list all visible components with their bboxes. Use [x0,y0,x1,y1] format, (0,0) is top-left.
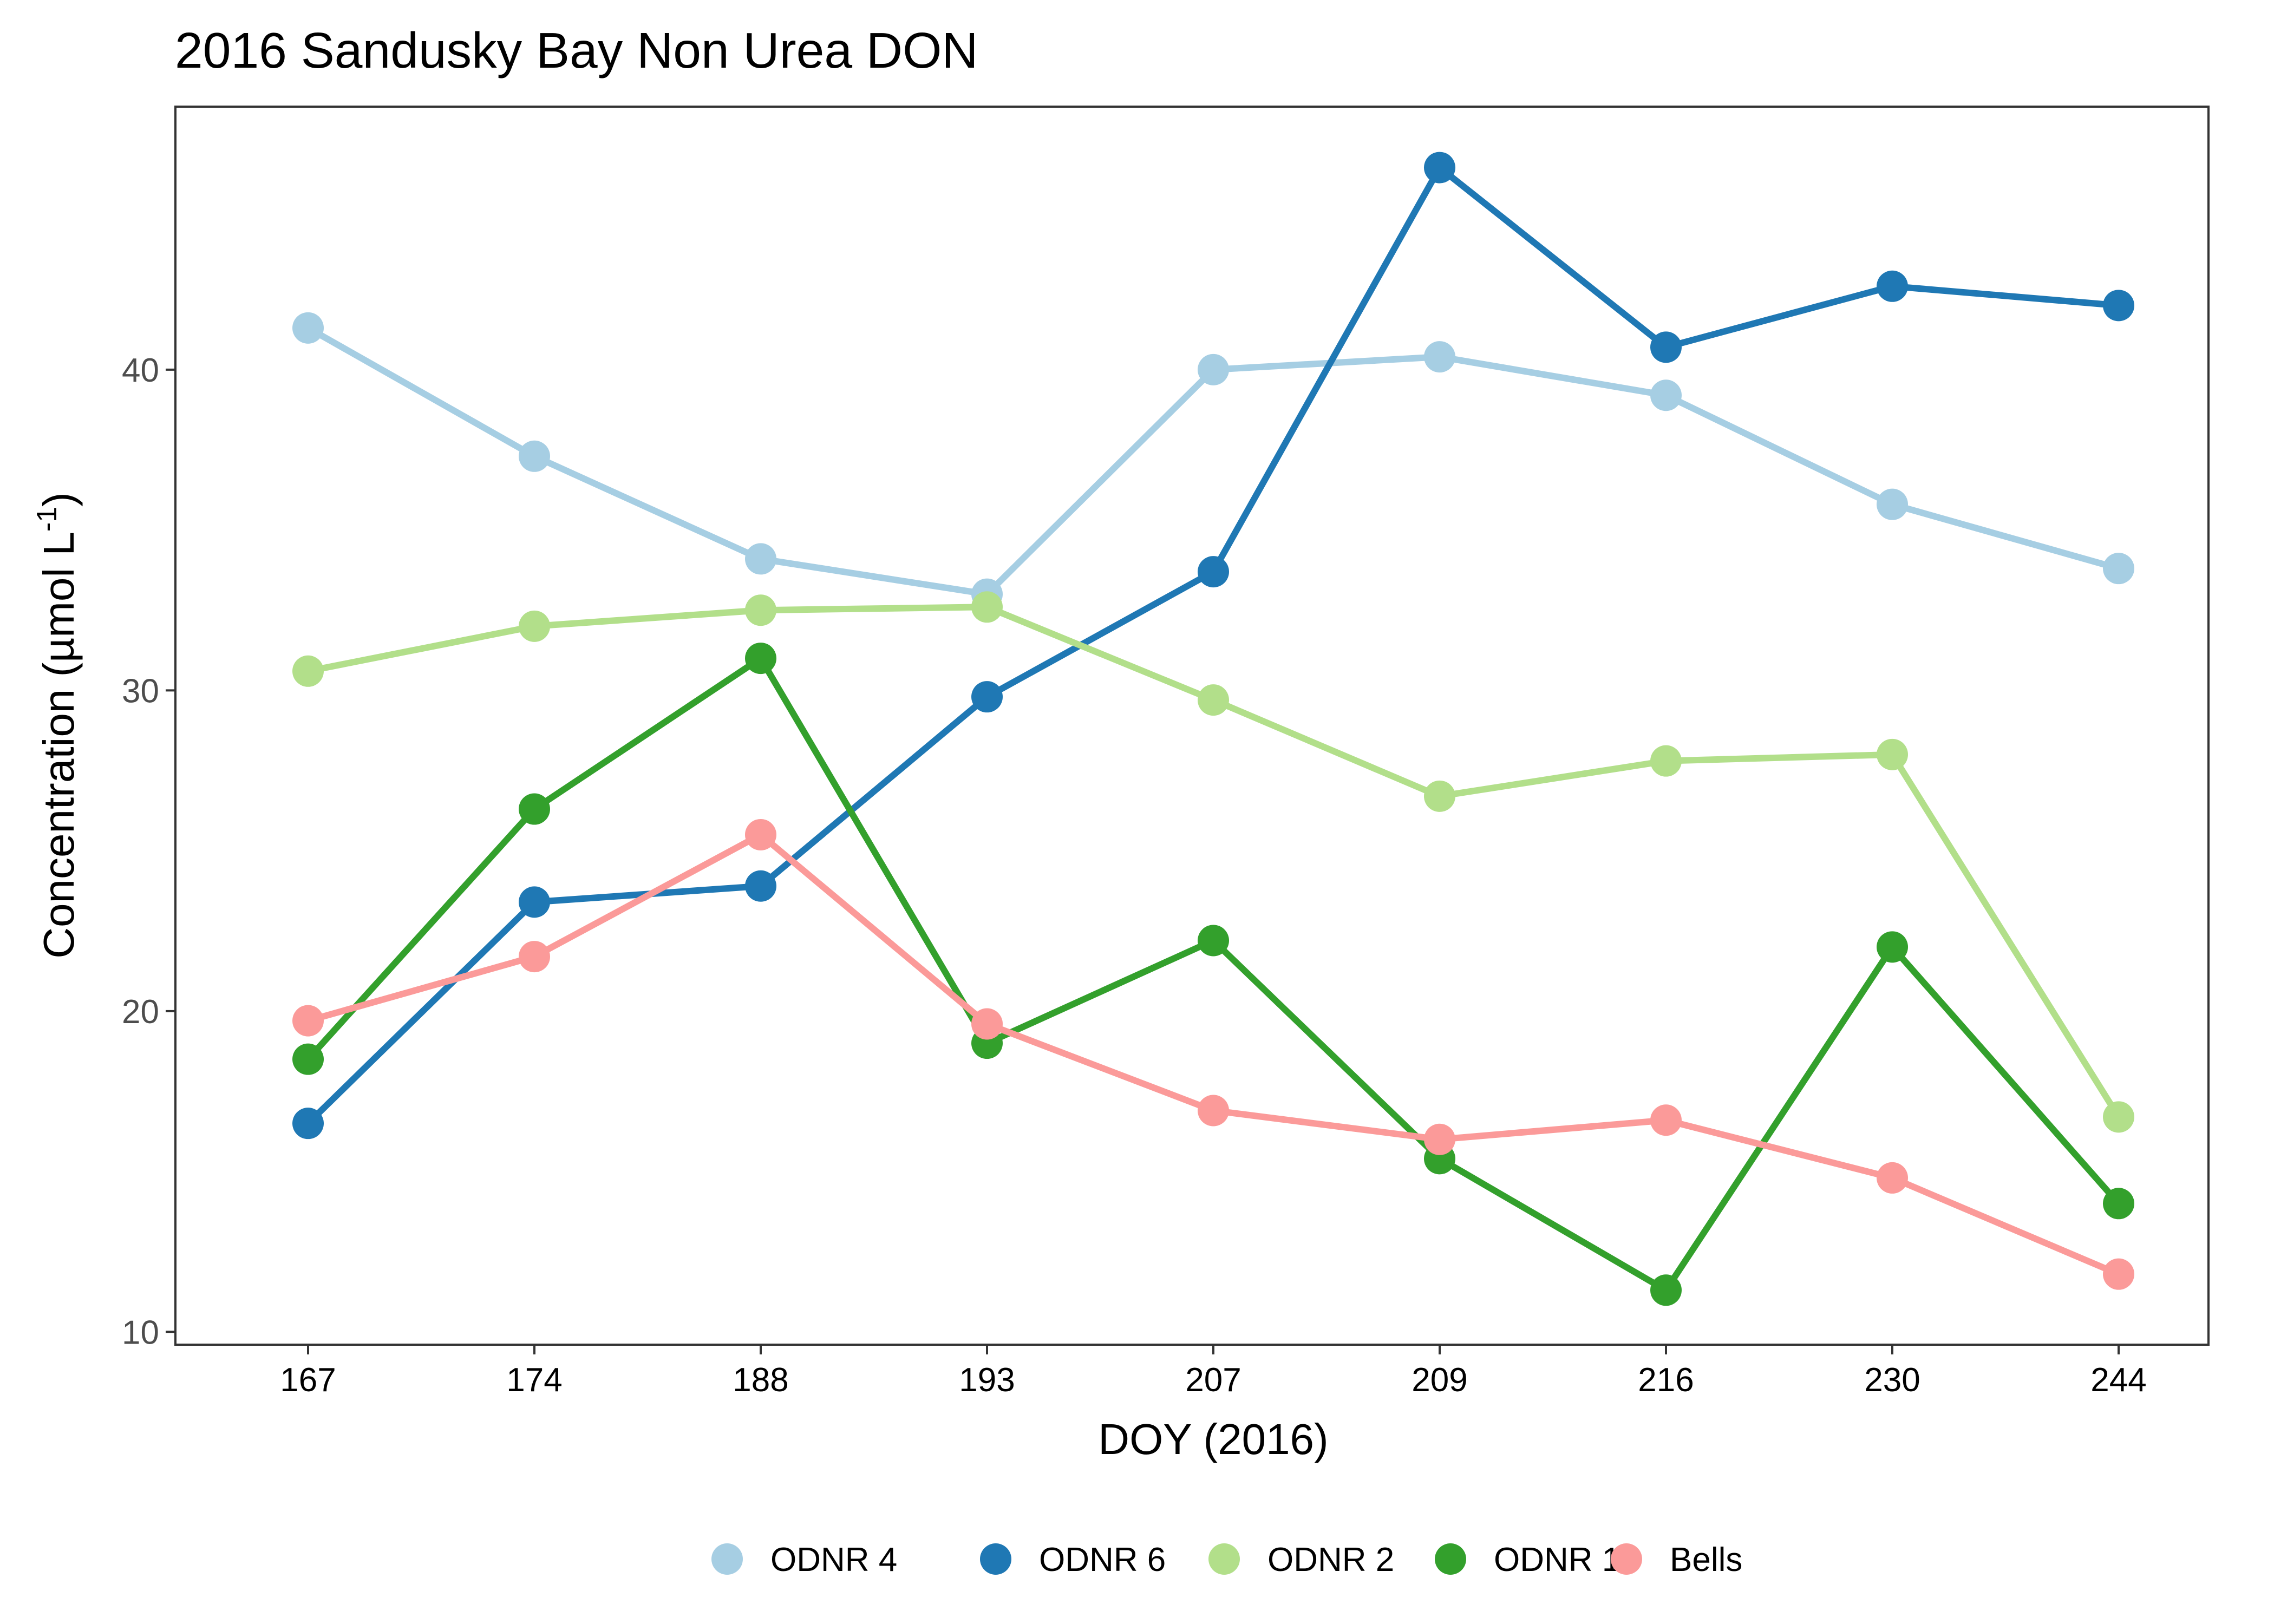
data-point [1877,738,1908,770]
data-point [292,1108,324,1140]
data-point [2103,1188,2134,1220]
x-tick-label: 230 [1864,1361,1920,1399]
data-point [1877,931,1908,963]
legend-key [1435,1543,1466,1575]
plot-panel [174,106,2210,1346]
data-point [971,1008,1003,1040]
data-point [2103,553,2134,585]
data-point [519,440,550,472]
y-tick-label: 20 [122,993,159,1031]
series-bells [292,818,2134,1290]
y-tick-label: 10 [122,1314,159,1351]
data-point [1650,1104,1682,1136]
data-point [519,941,550,973]
x-tick-label: 193 [959,1361,1015,1399]
series-odnr-6 [292,152,2134,1140]
data-point [745,543,776,575]
x-tick-label: 244 [2090,1361,2146,1399]
data-point [1198,925,1229,957]
legend-label: ODNR 2 [1267,1541,1394,1579]
legend-item: ODNR 6 [980,1541,1166,1579]
y-axis-title-superscript: -1 [31,507,63,532]
data-point [745,870,776,902]
data-point [519,610,550,642]
data-point [292,1043,324,1075]
data-point [1877,488,1908,520]
data-point [292,1005,324,1037]
y-tick-label: 30 [122,672,159,710]
legend-label: ODNR 6 [1039,1541,1166,1579]
legend-key [1611,1543,1642,1575]
y-tick-label: 40 [122,352,159,389]
chart-title: 2016 Sandusky Bay Non Urea DON [175,22,978,78]
legend-label: ODNR 4 [770,1541,897,1579]
x-axis: 167 174 188 193 207 209 216 230 244 [280,1345,2147,1399]
data-point [519,886,550,918]
legend-label: ODNR 1 [1494,1541,1620,1579]
data-point [1198,684,1229,716]
data-point [292,312,324,344]
data-point [292,655,324,687]
data-point [1198,556,1229,588]
legend-item: ODNR 2 [1208,1541,1394,1579]
data-point [1650,379,1682,411]
data-point [1650,1274,1682,1306]
data-point [971,681,1003,713]
legend-key [711,1543,743,1575]
data-point [1424,1123,1455,1155]
legend-key [1208,1543,1240,1575]
data-point [1650,331,1682,363]
legend-label: Bells [1670,1541,1742,1579]
data-point [1877,1162,1908,1194]
x-axis-title: DOY (2016) [1098,1415,1328,1463]
data-point [519,793,550,825]
legend-item: Bells [1611,1541,1742,1579]
series-layer [292,152,2134,1306]
data-point [971,591,1003,623]
legend: ODNR 4 ODNR 6 ODNR 2 ODNR 1 Bells [711,1541,1742,1579]
x-tick-label: 188 [733,1361,788,1399]
data-point [2103,290,2134,322]
data-point [2103,1258,2134,1290]
x-tick-label: 207 [1185,1361,1241,1399]
data-point [1877,270,1908,302]
x-tick-label: 209 [1412,1361,1467,1399]
data-point [1650,745,1682,777]
data-point [1424,152,1455,184]
y-axis-title: Concentration (µmol L-1) [31,492,83,959]
legend-item: ODNR 1 [1435,1541,1620,1579]
data-point [2103,1101,2134,1133]
data-point [745,643,776,675]
legend-item: ODNR 4 [711,1541,897,1579]
legend-key [980,1543,1011,1575]
data-point [1424,780,1455,812]
data-point [1198,353,1229,385]
series-odnr-2 [292,591,2134,1133]
data-point [1424,341,1455,373]
x-tick-label: 216 [1638,1361,1694,1399]
data-point [1198,1095,1229,1127]
y-axis: 10 20 30 40 [122,352,175,1351]
x-tick-label: 167 [280,1361,336,1399]
x-tick-label: 174 [506,1361,562,1399]
y-axis-title-close: ) [35,492,83,507]
data-point [745,818,776,850]
series-odnr-1 [292,643,2134,1306]
y-axis-title-main: Concentration (µmol L [35,532,83,959]
data-point [745,594,776,626]
